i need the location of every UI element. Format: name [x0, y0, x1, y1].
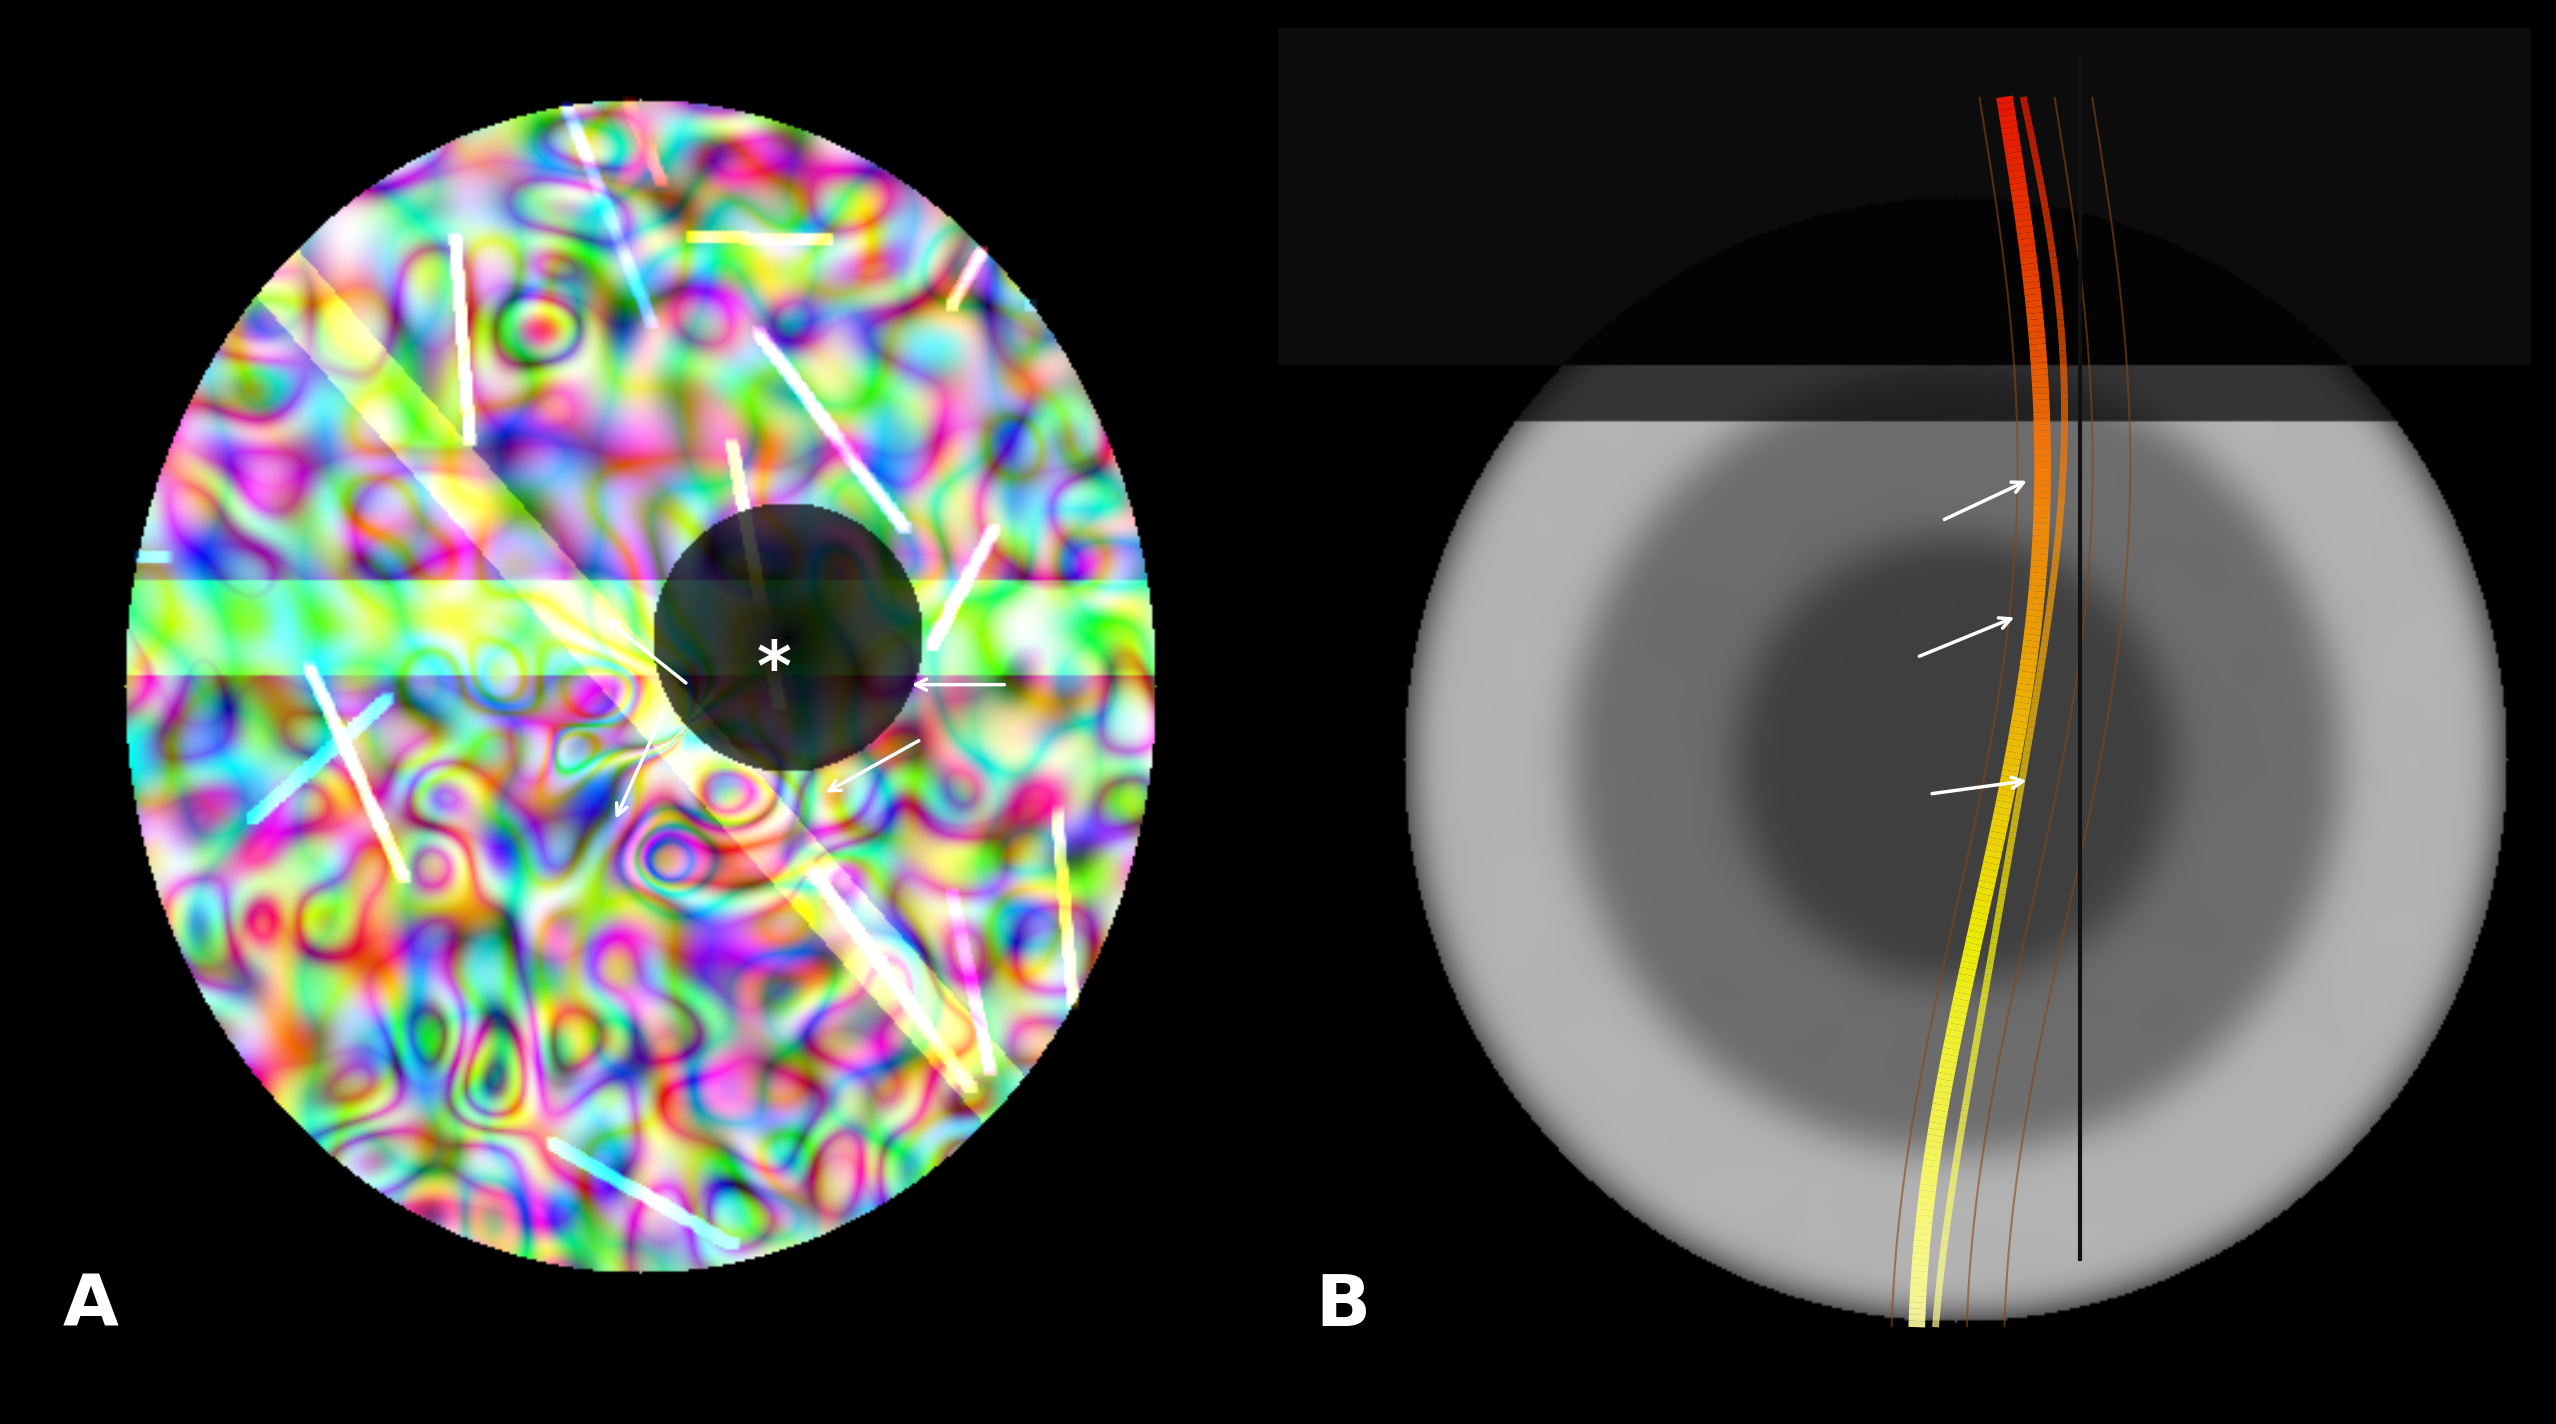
Text: A: A — [61, 1272, 118, 1341]
Text: *: * — [757, 638, 792, 703]
Text: B: B — [1316, 1272, 1370, 1341]
